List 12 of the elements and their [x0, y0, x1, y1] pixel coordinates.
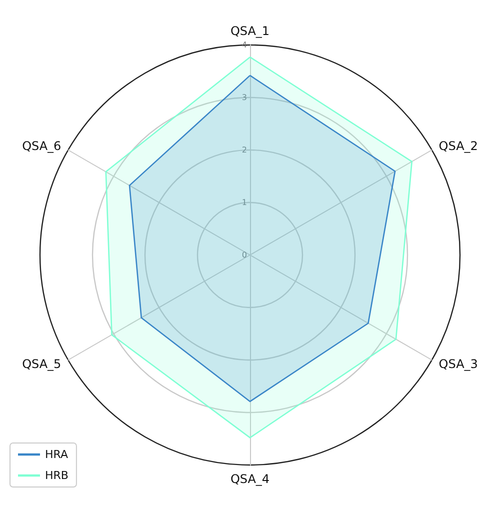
y-tick-label: 3	[242, 93, 247, 102]
spoke-label: QSA_4	[230, 472, 270, 486]
spoke-label: QSA_3	[438, 357, 478, 371]
spoke-label: QSA_2	[438, 139, 478, 153]
y-tick-label: 0	[242, 250, 247, 260]
legend-label: HRB	[45, 469, 68, 482]
y-tick-label: 1	[242, 198, 247, 207]
spoke-label: QSA_5	[22, 357, 62, 371]
y-tick-label: 2	[242, 146, 247, 154]
spoke-label: QSA_1	[230, 24, 270, 38]
legend-label: HRA	[45, 448, 68, 461]
spoke-label: QSA_6	[22, 139, 62, 153]
